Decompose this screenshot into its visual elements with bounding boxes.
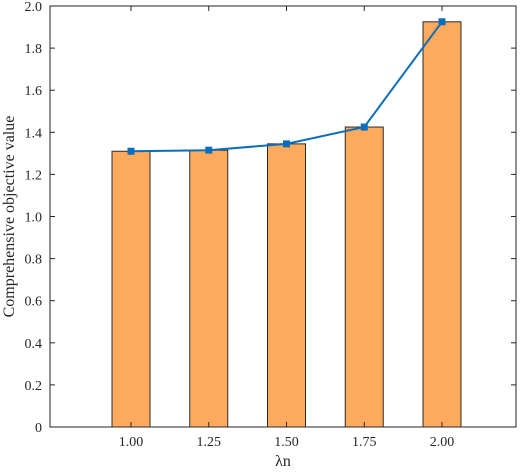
- x-tick-label: 2.00: [430, 435, 455, 450]
- line-marker-2-00: [438, 18, 446, 26]
- y-tick-label: 2.0: [25, 0, 43, 15]
- y-axis-ticks: 0 0.2 0.4 0.6 0.8 1.0 1.2 1.4 1.6 1.8 2.0: [25, 0, 516, 436]
- y-tick-label: 1.6: [25, 84, 43, 99]
- y-tick-label: 1.4: [25, 126, 43, 141]
- y-tick-label: 0: [35, 421, 42, 436]
- bar-2-00: [422, 21, 462, 428]
- y-tick-label: 0.4: [25, 337, 43, 352]
- trend-line-layer: [127, 18, 446, 155]
- x-tick-label: 1.50: [274, 435, 299, 450]
- y-tick-label: 1.0: [25, 211, 43, 226]
- y-axis-title: Comprehensive objective value: [1, 116, 18, 318]
- line-marker-1-50: [283, 140, 290, 148]
- x-tick-label: 1.75: [352, 435, 377, 450]
- x-tick-label: 1.00: [119, 435, 144, 450]
- y-tick-label: 0.2: [25, 379, 43, 394]
- bar-1-50: [267, 143, 306, 428]
- bar-1-00: [111, 150, 151, 428]
- x-tick-label: 1.25: [197, 435, 222, 450]
- line-marker-1-25: [205, 146, 213, 154]
- y-tick-label: 0.8: [25, 253, 43, 268]
- bars: [111, 21, 462, 428]
- y-tick-label: 1.8: [25, 42, 43, 57]
- y-tick-label: 0.6: [25, 295, 43, 310]
- bar-1-75: [344, 126, 384, 428]
- bar-1-25: [189, 149, 229, 428]
- x-axis-title: λn: [275, 453, 291, 470]
- line-marker-1-00: [127, 147, 135, 155]
- line-marker-1-75: [360, 123, 368, 131]
- x-axis-ticks: 1.00 1.25 1.50 1.75 2.00: [119, 6, 455, 450]
- trend-line: [130, 21, 443, 153]
- y-tick-label: 1.2: [25, 168, 43, 183]
